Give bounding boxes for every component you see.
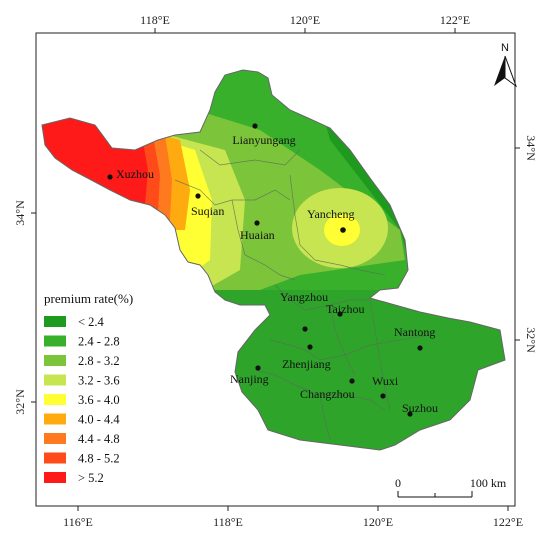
- city-dot-taizhou: [337, 311, 343, 317]
- north-arrow-label: N: [501, 42, 509, 54]
- legend-label: 2.8 - 3.2: [78, 354, 120, 368]
- legend-title: premium rate(%): [44, 291, 133, 306]
- province-outline: [41, 69, 506, 451]
- legend-swatch: [44, 335, 66, 347]
- legend-label: 3.6 - 4.0: [78, 393, 120, 407]
- city-dot-wuxi: [380, 393, 386, 399]
- bottom-tick-122: 122°E: [493, 515, 523, 529]
- city-dot-nanjing: [255, 365, 261, 371]
- city-label-nanjing: Nanjing: [230, 372, 269, 386]
- city-dot-changzhou: [349, 378, 355, 384]
- city-label-xuzhou: Xuzhou: [116, 167, 154, 181]
- city-label-yangzhou: Yangzhou: [280, 290, 328, 304]
- legend-label: 4.4 - 4.8: [78, 432, 120, 446]
- legend: premium rate(%) < 2.4 2.4 - 2.8 2.8 - 3.2 3…: [44, 291, 133, 485]
- city-dot-lianyungang: [252, 123, 258, 129]
- legend-label: 2.4 - 2.8: [78, 335, 120, 349]
- city-dot-nantong: [417, 345, 423, 351]
- left-tick-34: 34°N: [13, 200, 27, 226]
- scale-bar: 0 100 km: [395, 476, 507, 498]
- bottom-tick-118: 118°E: [213, 515, 243, 529]
- top-tick-120: 120°E: [290, 13, 320, 27]
- city-dot-suqian: [195, 193, 201, 199]
- legend-swatch: [44, 433, 66, 444]
- city-dot-huaian: [254, 220, 260, 226]
- city-label-suzhou: Suzhou: [402, 401, 438, 415]
- legend-label: < 2.4: [78, 315, 105, 329]
- top-tick-122: 122°E: [440, 13, 470, 27]
- scale-label-100km: 100 km: [470, 476, 507, 490]
- city-dot-zhenjiang: [307, 344, 313, 350]
- city-dot-xuzhou: [107, 174, 113, 180]
- scale-label-0: 0: [395, 476, 401, 490]
- right-tick-34: 34°N: [524, 135, 538, 161]
- city-dot-suzhou: [407, 411, 413, 417]
- legend-swatch: [44, 355, 66, 366]
- city-label-yancheng: Yancheng: [307, 207, 354, 221]
- legend-label: 3.2 - 3.6: [78, 374, 120, 388]
- legend-label: 4.8 - 5.2: [78, 452, 120, 466]
- bottom-tick-120: 120°E: [363, 515, 393, 529]
- right-tick-32: 32°N: [524, 327, 538, 353]
- legend-swatch: [44, 452, 66, 464]
- left-tick-32: 32°N: [13, 389, 27, 415]
- city-points: [107, 123, 423, 417]
- bottom-tick-116: 116°E: [63, 515, 93, 529]
- legend-swatch: [44, 394, 66, 405]
- tick-marks: [31, 28, 520, 511]
- legend-label: > 5.2: [78, 471, 104, 485]
- city-boundaries: [174, 149, 431, 441]
- legend-swatch: [44, 374, 66, 386]
- city-label-zhenjiang: Zhenjiang: [282, 357, 331, 371]
- city-dot-yangzhou: [302, 326, 308, 332]
- city-label-nantong: Nantong: [394, 325, 435, 339]
- city-label-lianyungang: Lianyungang: [232, 133, 295, 147]
- city-label-huaian: Huaian: [240, 228, 275, 242]
- legend-swatch: [44, 413, 66, 425]
- north-arrow: N: [494, 42, 518, 88]
- city-label-wuxi: Wuxi: [372, 374, 399, 388]
- legend-label: 4.0 - 4.4: [78, 413, 120, 427]
- top-tick-118: 118°E: [140, 13, 170, 27]
- legend-swatch: [44, 316, 66, 327]
- city-label-taizhou: Taizhou: [326, 302, 364, 316]
- legend-swatch: [44, 472, 66, 483]
- city-label-changzhou: Changzhou: [300, 387, 355, 401]
- city-dot-yancheng: [340, 227, 346, 233]
- city-label-suqian: Suqian: [191, 204, 224, 218]
